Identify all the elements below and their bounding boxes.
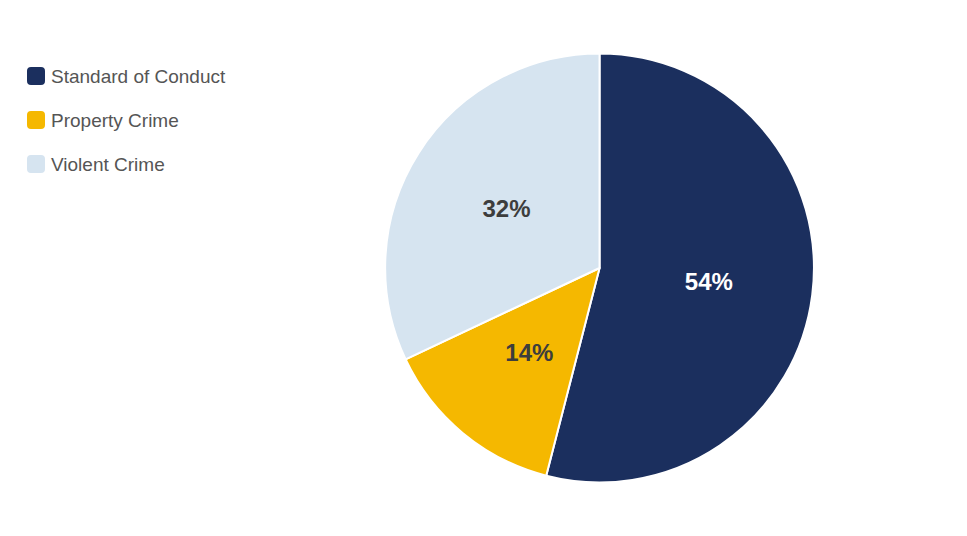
svg-text:14%: 14% <box>505 339 553 366</box>
svg-text:54%: 54% <box>685 268 733 295</box>
svg-text:32%: 32% <box>482 195 530 222</box>
svg-text:Violent Crime: Violent Crime <box>51 154 165 175</box>
svg-text:Standard of Conduct: Standard of Conduct <box>51 66 226 87</box>
svg-text:Property Crime: Property Crime <box>51 110 179 131</box>
